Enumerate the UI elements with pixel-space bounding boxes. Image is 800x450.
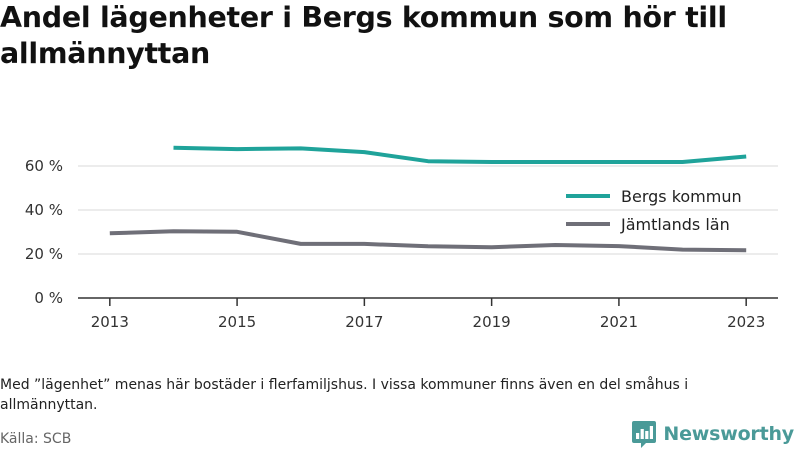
x-tick-label: 2017 bbox=[345, 313, 383, 331]
y-tick-label: 0 % bbox=[34, 289, 63, 307]
legend: Bergs kommun Jämtlands län bbox=[566, 187, 742, 234]
x-tick-label: 2015 bbox=[218, 313, 256, 331]
series-line-bergs-kommun bbox=[173, 145, 747, 164]
newsworthy-logo-icon bbox=[632, 420, 657, 448]
gridlines bbox=[78, 165, 778, 255]
newsworthy-logo: Newsworthy bbox=[632, 419, 794, 449]
x-tick-label: 2023 bbox=[727, 313, 765, 331]
series-lines bbox=[109, 145, 747, 253]
y-tick-label: 40 % bbox=[25, 201, 63, 219]
chart-title: Andel lägenheter i Bergs kommun som hör … bbox=[0, 1, 727, 70]
source-label: Källa: SCB bbox=[0, 431, 72, 447]
y-tick-label: 60 % bbox=[25, 157, 63, 175]
brand-name: Newsworthy bbox=[663, 423, 794, 445]
x-tick-label: 2019 bbox=[473, 313, 511, 331]
legend-label: Bergs kommun bbox=[621, 187, 742, 206]
footnote: Med ”lägenhet” menas här bostäder i fler… bbox=[0, 377, 689, 413]
y-tick-label: 20 % bbox=[25, 245, 63, 263]
y-axis-ticks: 0 % 20 % 40 % 60 % bbox=[25, 157, 63, 307]
x-tick-label: 2013 bbox=[91, 313, 129, 331]
x-axis: 2013 2015 2017 2019 2021 2023 bbox=[78, 297, 778, 331]
legend-label: Jämtlands län bbox=[620, 215, 730, 234]
series-line-jamtlands-lan bbox=[109, 229, 747, 253]
x-tick-label: 2021 bbox=[600, 313, 638, 331]
